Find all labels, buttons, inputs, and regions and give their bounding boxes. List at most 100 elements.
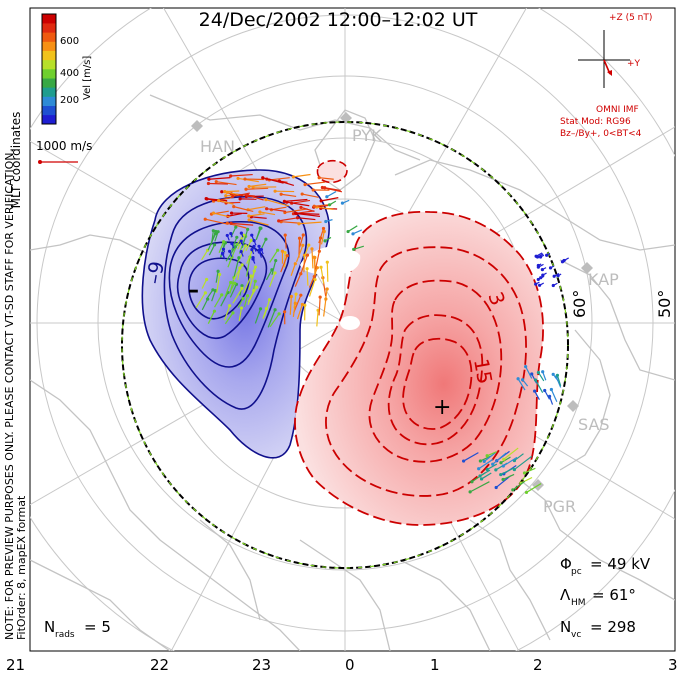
velocity-vector-origin bbox=[240, 284, 244, 288]
positive-potential-cell bbox=[294, 159, 544, 526]
velocity-vector bbox=[201, 249, 209, 261]
velocity-vector-origin bbox=[555, 373, 560, 377]
velocity-vector bbox=[214, 294, 223, 308]
velocity-vector-origin bbox=[524, 365, 528, 369]
velocity-vector bbox=[265, 269, 273, 281]
velocity-vector-origin bbox=[320, 185, 324, 190]
velocity-vector-origin bbox=[520, 378, 525, 382]
contour-label-negative: –9 bbox=[141, 259, 169, 286]
velocity-vector-origin bbox=[245, 294, 250, 298]
velocity-vector bbox=[233, 264, 243, 281]
velocity-vector-origin bbox=[241, 297, 245, 301]
velocity-vector-origin bbox=[307, 243, 311, 247]
velocity-vector bbox=[284, 208, 308, 214]
velocity-vector bbox=[320, 267, 325, 284]
velocity-vector-origin bbox=[301, 233, 305, 237]
velocity-vector bbox=[517, 378, 526, 391]
velocity-vector-origin bbox=[264, 237, 268, 241]
velocity-vector bbox=[279, 180, 295, 187]
velocity-vector-origin bbox=[303, 182, 307, 187]
velocity-vector-origin bbox=[312, 255, 316, 259]
velocity-vector-origin bbox=[246, 227, 250, 231]
station-han: HAN bbox=[200, 137, 235, 156]
velocity-vector-origin bbox=[468, 490, 472, 494]
velocity-vector-origin bbox=[502, 457, 506, 461]
coastlines bbox=[30, 94, 675, 651]
velocity-vector bbox=[308, 279, 316, 297]
latitude-label-60: 60° bbox=[570, 290, 589, 318]
velocity-vector-origin bbox=[216, 269, 220, 273]
velocity-vector bbox=[232, 192, 250, 198]
velocity-vector bbox=[281, 221, 301, 224]
velocity-vector bbox=[211, 290, 216, 302]
velocity-vector bbox=[201, 279, 208, 289]
velocity-vector-origin bbox=[325, 260, 329, 264]
velocity-vector bbox=[237, 298, 244, 308]
velocity-vector bbox=[220, 292, 229, 307]
colorbar-frame bbox=[41, 13, 57, 125]
imf-y-label: +Y bbox=[627, 59, 641, 69]
velocity-vector-origin bbox=[251, 255, 255, 260]
station-markers bbox=[191, 112, 593, 491]
potential-max-marker: + bbox=[433, 395, 451, 420]
velocity-vector-origin bbox=[244, 187, 248, 191]
velocity-vector-origin bbox=[293, 301, 297, 305]
colorbar-swatch bbox=[42, 14, 56, 24]
velocity-vector-origin bbox=[255, 285, 259, 289]
velocity-vector-origin bbox=[231, 194, 235, 199]
velocity-vector-origin bbox=[319, 265, 323, 269]
velocity-vector-origin bbox=[229, 174, 233, 178]
velocity-vector bbox=[247, 206, 266, 211]
velocity-vector bbox=[207, 310, 215, 324]
velocity-vector-origin bbox=[297, 222, 301, 226]
velocity-vector-origin bbox=[299, 205, 303, 209]
velocity-vector bbox=[323, 298, 327, 317]
velocity-vector bbox=[246, 250, 253, 264]
colorbar-swatch bbox=[42, 96, 56, 106]
velocity-vector-origin bbox=[229, 280, 233, 285]
velocity-vector-origin bbox=[352, 247, 356, 251]
velocity-vector-origin bbox=[478, 474, 482, 478]
velocity-vector-origin bbox=[461, 459, 466, 463]
velocity-vector-origin bbox=[289, 294, 293, 299]
velocity-vector-origin bbox=[551, 283, 555, 288]
velocity-vector-origin bbox=[303, 303, 307, 307]
velocity-vector bbox=[316, 310, 319, 327]
velocity-vector-origin bbox=[229, 211, 234, 215]
velocity-vector-origin bbox=[291, 175, 296, 179]
velocity-vector bbox=[269, 313, 280, 328]
colorbar-swatch bbox=[42, 69, 56, 79]
stat-lambda-sub: HM bbox=[571, 598, 586, 608]
velocity-vector bbox=[237, 177, 259, 183]
velocity-vector bbox=[284, 198, 308, 202]
velocity-vector-origin bbox=[501, 477, 505, 482]
velocity-vector-origin bbox=[346, 229, 350, 234]
velocity-vector-origin bbox=[318, 295, 322, 299]
velocity-vector-origin bbox=[534, 282, 538, 286]
velocity-vector-origin bbox=[499, 461, 503, 465]
velocity-vector-origin bbox=[211, 288, 215, 292]
velocity-vector-origin bbox=[239, 306, 244, 310]
velocity-vector-origin bbox=[485, 454, 489, 458]
velocity-vector-origin bbox=[218, 272, 222, 277]
velocity-vector bbox=[311, 248, 314, 269]
velocity-vector-origin bbox=[253, 279, 257, 283]
velocity-vector-origin bbox=[543, 388, 547, 393]
stat-lambda-value: = 61° bbox=[592, 586, 636, 604]
velocity-vector bbox=[319, 177, 334, 180]
station-pyk: PYK bbox=[352, 126, 382, 145]
velocity-vector bbox=[302, 193, 319, 198]
velocity-vector bbox=[293, 173, 311, 178]
velocity-vector-origin bbox=[470, 480, 474, 484]
velocity-vector-origin bbox=[297, 236, 302, 240]
velocity-vector-origin bbox=[273, 189, 277, 193]
velocity-vector-origin bbox=[250, 233, 254, 237]
velocity-vector-origin bbox=[214, 180, 218, 184]
velocity-vector-origin bbox=[270, 268, 274, 272]
stat-nvc-sub: vc bbox=[571, 630, 581, 640]
velocity-vector-origin bbox=[482, 459, 486, 463]
velocity-vector-origin bbox=[231, 311, 235, 315]
velocity-vector-origin bbox=[318, 236, 323, 240]
velocity-vector bbox=[232, 288, 243, 304]
imf-clock bbox=[578, 30, 630, 88]
